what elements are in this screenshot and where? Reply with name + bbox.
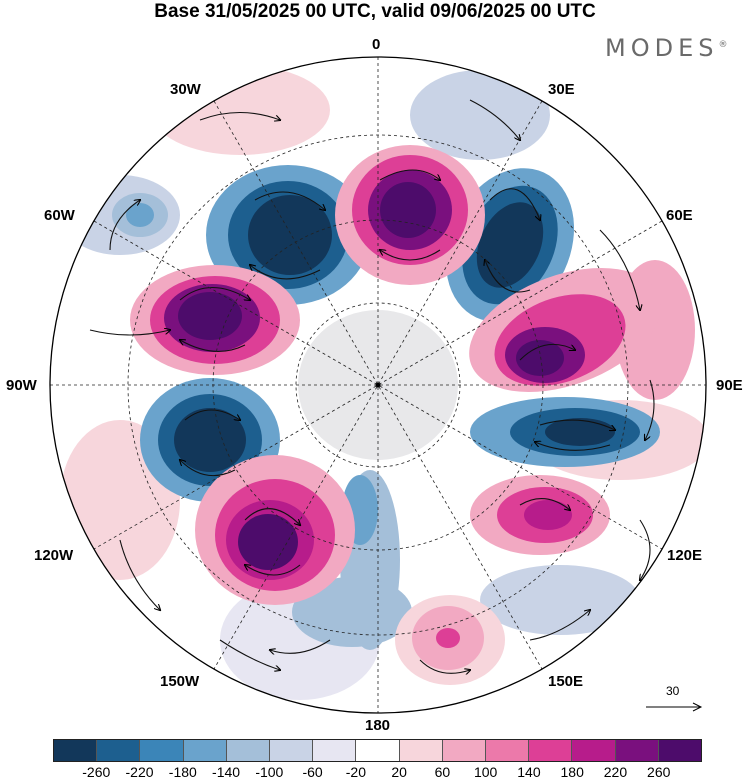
colorbar-tick-label: -60 — [302, 764, 323, 780]
colorbar-tick-label: -140 — [212, 764, 241, 780]
polar-map[interactable] — [0, 0, 750, 735]
anomaly-field — [50, 57, 706, 713]
lon-label-30w: 30W — [170, 81, 201, 98]
colorbar-tick-label: 140 — [517, 764, 541, 780]
colorbar-segment — [313, 740, 357, 761]
lon-label-60e: 60E — [666, 207, 693, 224]
lon-label-60w: 60W — [44, 207, 75, 224]
lon-label-120e: 120E — [667, 547, 703, 564]
modes-logo: MODES® — [605, 34, 728, 62]
lon-label-30e: 30E — [548, 81, 575, 98]
colorbar-segment — [97, 740, 141, 761]
map-title: Base 31/05/2025 00 UTC, valid 09/06/2025… — [154, 1, 596, 22]
colorbar-segment — [615, 740, 659, 761]
map-border — [49, 56, 707, 714]
colorbar-tick-label: 60 — [434, 764, 451, 780]
lon-label-90w: 90W — [6, 377, 37, 394]
colorbar-segment — [658, 740, 702, 761]
colorbar-tick-label: 220 — [603, 764, 628, 780]
colorbar-tick-label: -100 — [255, 764, 284, 780]
vector-key-value: 30 — [666, 684, 680, 698]
lon-label-0: 0 — [372, 36, 381, 53]
lon-label-180: 180 — [365, 717, 391, 734]
colorbar-tick-label: -260 — [82, 764, 111, 780]
colorbar-segment — [226, 740, 271, 761]
colorbar — [53, 739, 702, 762]
colorbar-segment — [572, 740, 616, 761]
colorbar-tick-label: 180 — [560, 764, 584, 780]
colorbar-tick-label: -180 — [168, 764, 197, 780]
colorbar-segment — [140, 740, 184, 761]
colorbar-tick-label: 260 — [647, 764, 671, 780]
colorbar-segment — [183, 740, 227, 761]
colorbar-tick-label: 100 — [473, 764, 498, 780]
lon-label-120w: 120W — [34, 547, 74, 564]
colorbar-tick-label: -20 — [345, 764, 366, 780]
graticule — [50, 57, 706, 713]
vector-key: 30 — [640, 684, 710, 714]
lon-label-150e: 150E — [548, 673, 584, 690]
wind-vectors — [89, 99, 655, 673]
colorbar-segment — [486, 740, 530, 761]
colorbar-tick-label: 20 — [391, 764, 407, 780]
colorbar-segment — [399, 740, 443, 761]
colorbar-segment — [54, 740, 98, 761]
colorbar-segment — [442, 740, 487, 761]
colorbar-segment — [529, 740, 573, 761]
colorbar-segment — [356, 740, 400, 761]
vector-key-arrow-icon — [646, 702, 703, 712]
lon-label-150w: 150W — [160, 673, 200, 690]
colorbar-tick-label: -220 — [125, 764, 154, 780]
colorbar-segment — [270, 740, 314, 761]
lon-label-90e: 90E — [716, 377, 743, 394]
